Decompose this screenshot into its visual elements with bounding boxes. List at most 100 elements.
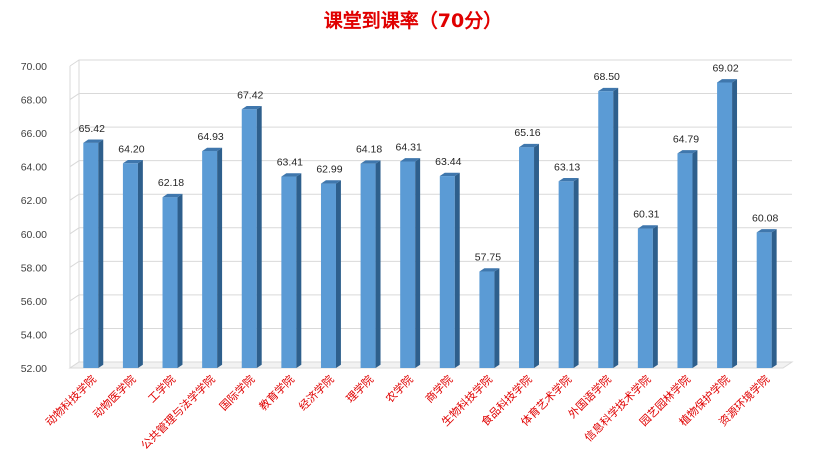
category-label: 教育学院 — [256, 372, 297, 413]
y-tick-label: 54.00 — [21, 329, 47, 341]
bar-top — [558, 177, 579, 182]
bar-side — [415, 158, 421, 368]
bar — [677, 150, 698, 368]
bar-front — [162, 197, 178, 368]
bar-front — [122, 163, 138, 368]
data-label: 67.42 — [237, 89, 263, 101]
bar-top — [241, 105, 262, 110]
y-tick-label: 70.00 — [21, 61, 47, 73]
bar-top — [122, 160, 143, 164]
data-label: 63.13 — [554, 161, 580, 173]
y-tick-label: 58.00 — [21, 262, 47, 274]
bar — [598, 87, 619, 369]
data-label: 60.08 — [752, 212, 778, 224]
bar-front — [202, 151, 218, 368]
y-tick-label: 56.00 — [21, 296, 47, 308]
bar — [479, 268, 500, 368]
bar-front — [519, 147, 535, 368]
category-label: 商学院 — [422, 372, 455, 405]
bar-top — [83, 139, 104, 143]
data-label: 60.31 — [633, 209, 659, 221]
bar-side — [217, 147, 223, 368]
bar-front — [400, 161, 416, 368]
bar-front — [281, 176, 297, 368]
category-label: 动物科技学院 — [42, 372, 99, 429]
bar-top — [598, 87, 619, 92]
bar-top — [439, 172, 460, 177]
bar — [756, 229, 777, 368]
bar — [241, 105, 262, 368]
bar-front — [756, 232, 772, 368]
bar-side — [98, 139, 104, 368]
bar-top — [519, 143, 539, 148]
bar-front — [241, 109, 257, 368]
bar-front — [439, 176, 455, 368]
bar-front — [360, 163, 376, 368]
data-labels: 65.42 64.20 62.18 64.93 67.42 63.41 62.99 64.18… — [79, 62, 779, 263]
bar — [122, 160, 143, 368]
data-label: 65.16 — [514, 127, 540, 139]
bar-front — [637, 228, 653, 368]
data-label: 64.18 — [356, 144, 382, 156]
data-label: 64.93 — [197, 131, 223, 143]
bar-front — [677, 153, 693, 368]
bar-top — [360, 160, 381, 164]
category-label: 信息科学技术学院 — [581, 372, 653, 444]
bar-side — [732, 79, 738, 369]
bar — [400, 158, 421, 368]
y-tick-label: 60.00 — [21, 229, 47, 241]
y-tick-label: 64.00 — [21, 162, 47, 174]
bar-side — [296, 173, 302, 368]
gridline — [69, 126, 792, 134]
data-label: 68.50 — [594, 71, 620, 83]
bar-side — [454, 172, 460, 368]
bar-side — [177, 193, 183, 368]
bar-top — [677, 150, 698, 154]
bar — [717, 79, 738, 369]
data-label: 64.79 — [673, 133, 699, 145]
bar-front — [320, 183, 336, 368]
data-label: 63.44 — [435, 156, 461, 168]
bar-top — [717, 79, 738, 83]
bar-top — [637, 225, 658, 229]
bar — [637, 225, 658, 368]
bar — [281, 173, 302, 368]
bar-top — [756, 229, 777, 233]
gridline — [69, 59, 792, 67]
y-axis-tick-labels: 52.00 54.00 56.00 58.00 60.00 62.00 64.00 66.00… — [21, 61, 47, 375]
gridline — [69, 93, 792, 100]
bar-top — [400, 158, 421, 162]
bar-side — [137, 160, 143, 368]
grid-lines — [69, 59, 792, 369]
bar-front — [558, 181, 574, 368]
bar-front — [83, 142, 99, 368]
bar-top — [202, 147, 223, 152]
bar-side — [771, 229, 777, 368]
bar — [558, 177, 579, 368]
data-label: 64.31 — [396, 141, 422, 153]
data-label: 62.18 — [158, 177, 184, 189]
data-label: 64.20 — [118, 143, 144, 155]
bar-front — [717, 82, 733, 368]
bar-side — [534, 143, 539, 368]
category-label: 经济学院 — [296, 372, 337, 413]
bar — [83, 139, 104, 368]
y-tick-label: 62.00 — [21, 195, 47, 207]
data-label: 69.02 — [712, 62, 738, 74]
y-tick-label: 68.00 — [21, 95, 47, 107]
category-label: 动物医学院 — [90, 372, 139, 421]
bar-side — [256, 105, 262, 368]
bar — [162, 193, 183, 368]
bar-top — [281, 173, 302, 177]
bar-side — [335, 180, 341, 368]
category-label: 公共管理与法学学院 — [138, 372, 218, 452]
bar-side — [652, 225, 658, 368]
bar-top — [320, 180, 341, 184]
category-label: 国际学院 — [216, 372, 257, 413]
bar-top — [479, 268, 500, 272]
bar-series — [83, 79, 777, 369]
data-label: 63.41 — [277, 157, 303, 169]
bar-front — [598, 91, 614, 369]
